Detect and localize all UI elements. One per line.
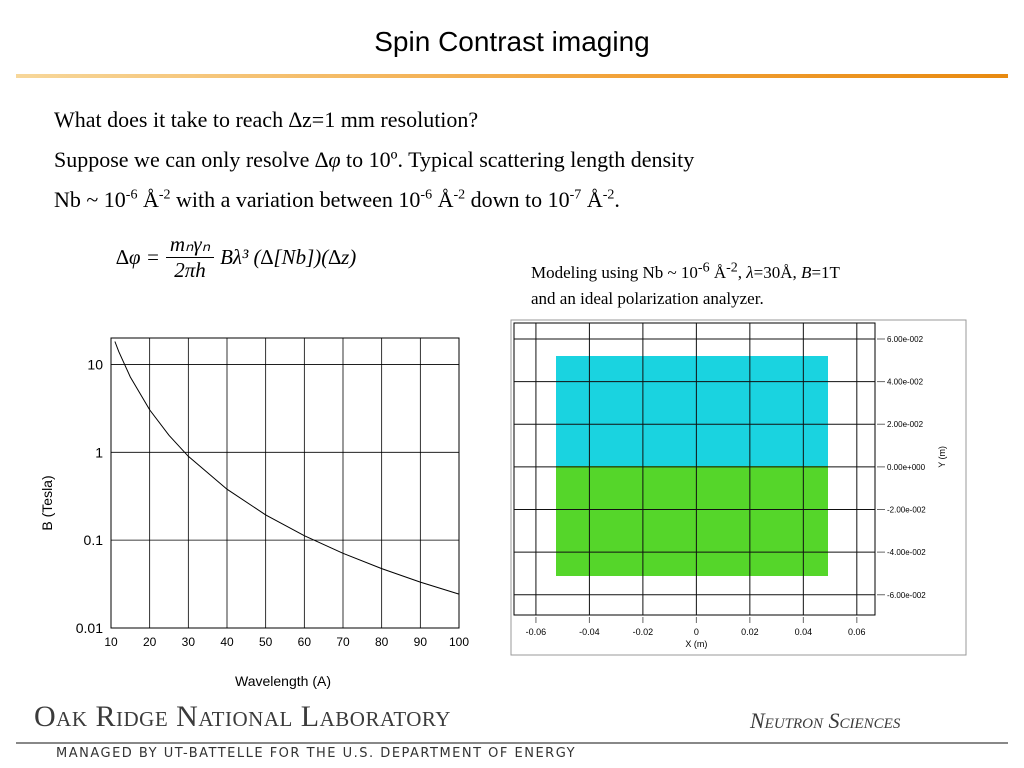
text-run: -7: [569, 187, 582, 203]
footer-managed: MANAGED BY UT-BATTELLE FOR THE U.S. DEPA…: [56, 746, 577, 761]
text-run: What does it take to reach ∆z=1 mm resol…: [54, 107, 479, 132]
text-line: What does it take to reach ∆z=1 mm resol…: [54, 100, 694, 140]
x-tick-label: 80: [375, 635, 389, 649]
map-y-tick-label: 6.00e-002: [887, 335, 924, 344]
formula: ∆φ = mₙγₙ 2πh Bλ³ (∆[Nb])(∆z): [116, 232, 356, 283]
region-bottom: [556, 466, 828, 576]
y-tick-label: 1: [95, 444, 103, 460]
map-x-tick-label: 0.02: [741, 627, 759, 637]
text-run: Suppose we can only resolve: [54, 147, 315, 172]
formula-rhs: Bλ³ (∆[Nb])(∆z): [220, 245, 357, 269]
footer-rule: [16, 742, 1008, 744]
footer-division: Neutron Sciences: [750, 708, 901, 733]
text-run: .: [614, 187, 620, 212]
map-y-tick-label: 0.00e+000: [887, 463, 926, 472]
text-run: and an ideal polarization analyzer.: [531, 289, 764, 308]
map-y-tick-label: -2.00e-002: [887, 505, 926, 514]
text-run: Å: [709, 263, 727, 282]
text-run: Å: [581, 187, 603, 212]
formula-fraction: mₙγₙ 2πh: [165, 232, 215, 283]
map-y-tick-label: 4.00e-002: [887, 378, 924, 387]
map-x-tick-label: 0: [694, 627, 699, 637]
text-run: with a variation between 10: [170, 187, 421, 212]
text-run: down to 10: [465, 187, 570, 212]
data-line: [114, 341, 460, 595]
x-tick-label: 30: [182, 635, 196, 649]
text-run: to 10º. Typical scattering length densit…: [340, 147, 695, 172]
map-y-tick-label: -4.00e-002: [887, 548, 926, 557]
y-tick-label: 10: [87, 356, 103, 372]
text-run: Modeling using Nb ~ 10: [531, 263, 698, 282]
x-tick-label: 70: [336, 635, 350, 649]
slide-title: Spin Contrast imaging: [374, 26, 650, 57]
region-top: [556, 356, 828, 466]
text-run: =1T: [811, 263, 840, 282]
text-run: B: [801, 263, 812, 282]
map-x-tick-label: 0.04: [795, 627, 813, 637]
text-line: Modeling using Nb ~ 10-6 Å-2, λ=30Å, B=1…: [531, 260, 840, 286]
text-run: -6: [125, 187, 138, 203]
caption: Modeling using Nb ~ 10-6 Å-2, λ=30Å, B=1…: [531, 260, 840, 312]
text-line: and an ideal polarization analyzer.: [531, 286, 840, 312]
text-run: -6: [697, 260, 710, 276]
text-run: -6: [420, 187, 433, 203]
text-run: Å: [137, 187, 159, 212]
x-tick-label: 90: [414, 635, 428, 649]
map-y-tick-label: 2.00e-002: [887, 420, 924, 429]
x-tick-label: 20: [143, 635, 157, 649]
map-y-axis-label: Y (m): [937, 446, 947, 468]
formula-lhs: ∆φ =: [116, 245, 160, 269]
text-run: -2: [158, 187, 171, 203]
plot-area: [110, 337, 460, 629]
text-line: Nb ~ 10-6 Å-2 with a variation between 1…: [54, 180, 694, 220]
x-tick-label: 100: [449, 635, 469, 649]
text-run: -2: [726, 260, 738, 276]
text-run: Å: [432, 187, 454, 212]
x-tick-label: 40: [220, 635, 234, 649]
footer-lab: Oak Ridge National Laboratory: [34, 700, 451, 733]
x-axis-label: Wavelength (A): [235, 673, 331, 689]
map-y-tick-label: -6.00e-002: [887, 591, 926, 600]
chart: 10 20 30 40 50 60 70 80 90 100 0.01 0.1 1 10 Wavelengt…: [39, 337, 469, 689]
y-axis-label: B (Tesla): [39, 475, 55, 530]
text-run: Nb ~ 10: [54, 187, 126, 212]
text-run: λ: [746, 263, 754, 282]
y-tick-label: 0.1: [84, 532, 104, 548]
map-plot: -0.06 -0.04 -0.02 0 0.02 0.04 0.06 6.00e-002 4.0…: [510, 319, 967, 656]
map-x-tick-label: -0.06: [526, 627, 547, 637]
title-rule: [16, 74, 1008, 78]
map-x-tick-label: -0.04: [579, 627, 600, 637]
body-text: What does it take to reach ∆z=1 mm resol…: [54, 100, 694, 220]
x-tick-label: 60: [298, 635, 312, 649]
text-line: Suppose we can only resolve ∆φ to 10º. T…: [54, 140, 694, 180]
x-tick-label: 10: [104, 635, 118, 649]
text-run: -2: [602, 187, 615, 203]
map-x-axis-label: X (m): [685, 639, 707, 649]
x-tick-label: 50: [259, 635, 273, 649]
formula-numerator: mₙγₙ: [165, 232, 215, 258]
y-tick-label: 0.01: [76, 620, 103, 636]
text-run: =30Å,: [753, 263, 802, 282]
text-run: ∆φ: [314, 147, 341, 172]
text-run: -2: [453, 187, 466, 203]
formula-denominator: 2πh: [174, 258, 206, 282]
text-run: ,: [737, 263, 747, 282]
map-x-tick-label: 0.06: [848, 627, 866, 637]
map-x-tick-label: -0.02: [633, 627, 654, 637]
